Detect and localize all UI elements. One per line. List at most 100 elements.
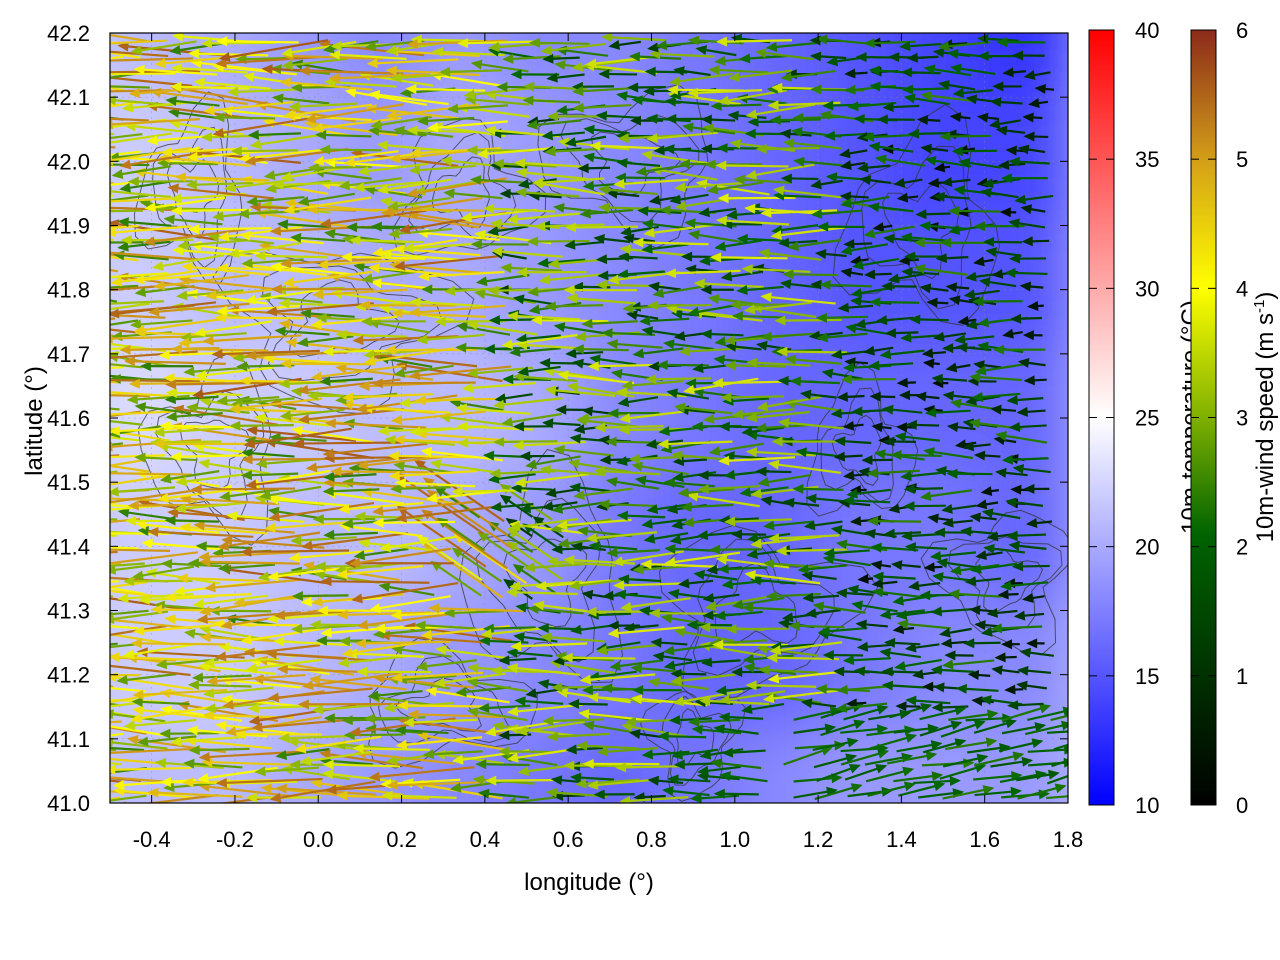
wind-vector [202, 334, 302, 346]
wind-vector [823, 548, 870, 558]
wind-vector [890, 560, 921, 571]
wind-vector [291, 623, 356, 634]
wind-vector [367, 689, 423, 701]
wind-vector [696, 530, 740, 541]
wind-vector [202, 686, 274, 699]
wind-vector [646, 503, 692, 515]
wind-vector [179, 522, 268, 535]
wind-vector [903, 501, 946, 512]
wind-vector [800, 698, 837, 709]
wind-vector [863, 225, 915, 239]
wind-vector [510, 483, 553, 494]
wind-vector [895, 701, 921, 712]
wind-vector [744, 570, 821, 585]
wind-vector [390, 483, 451, 494]
wind-vector [110, 488, 199, 504]
wind-vector [176, 573, 269, 584]
wind-vector [428, 603, 526, 614]
wind-vector [509, 346, 561, 357]
wind-vector [755, 48, 815, 61]
wind-vector [1027, 301, 1044, 312]
wind-vector [632, 347, 684, 359]
wind-vector [110, 150, 141, 157]
wind-vector [131, 696, 190, 707]
wind-vector [406, 39, 507, 50]
wind-vector [614, 589, 662, 600]
wind-vector [530, 315, 609, 326]
wind-vector [867, 516, 921, 527]
wind-vector [217, 563, 275, 573]
wind-vector [297, 192, 355, 207]
wind-vector [351, 581, 459, 604]
wind-vector [802, 592, 840, 603]
wind-vector [846, 488, 891, 499]
wind-vector [671, 748, 719, 760]
wind-vector [933, 191, 970, 202]
wind-vector [376, 178, 452, 195]
wind-vector [629, 115, 664, 126]
wind-vector [110, 251, 199, 261]
wind-vector [230, 145, 299, 156]
wind-vector [110, 317, 116, 320]
wind-vector [930, 665, 975, 676]
wind-vector [1034, 83, 1055, 94]
wind-vector [741, 602, 796, 613]
wind-vector [226, 511, 305, 524]
wind-vector [990, 404, 1017, 415]
wind-vector [407, 709, 507, 720]
wind-vector [595, 643, 659, 656]
wind-vector [901, 267, 940, 278]
wind-vector [967, 670, 991, 680]
wind-vector [291, 591, 349, 602]
wind-vector [619, 795, 689, 803]
wind-vector [763, 520, 814, 531]
wind-vector [563, 555, 635, 566]
wind-vector [879, 349, 925, 360]
wind-vector [110, 391, 171, 398]
wind-vector [643, 223, 717, 238]
wind-vector [617, 269, 665, 280]
wind-vector [319, 749, 424, 770]
wind-vector [110, 425, 194, 436]
wind-vector [110, 328, 149, 335]
wind-vector [815, 249, 847, 260]
wind-vector [718, 690, 786, 705]
wind-vector [1012, 463, 1051, 474]
wind-vector [579, 208, 634, 219]
wind-vector [110, 145, 116, 149]
wind-vector [809, 51, 847, 62]
wind-vector [820, 719, 866, 737]
wind-vector [297, 378, 401, 395]
wind-vector [939, 131, 991, 142]
wind-vector [700, 114, 736, 125]
wind-vector [616, 510, 666, 521]
wind-vector [708, 65, 768, 76]
wind-vector [506, 311, 581, 322]
wind-vector [843, 470, 867, 481]
wind-vector [612, 580, 688, 591]
wind-vector [606, 547, 660, 558]
wind-vector [686, 491, 760, 508]
wind-vector [637, 205, 682, 216]
wind-vector [425, 686, 510, 704]
wind-vector [842, 420, 864, 431]
wind-vector [856, 641, 892, 652]
wind-vector [566, 293, 636, 305]
wind-vector [814, 783, 863, 801]
wind-vector [501, 333, 578, 350]
wind-vector [1016, 406, 1046, 417]
wind-vector [143, 228, 247, 247]
wind-vector [565, 348, 604, 359]
wind-vector [301, 532, 409, 551]
wind-vector [998, 738, 1044, 753]
wind-vector [110, 458, 146, 467]
wind-vector [540, 42, 606, 56]
wind-vector [279, 257, 383, 269]
wind-vector [379, 535, 457, 553]
wind-vector [670, 673, 736, 686]
wind-vector [718, 421, 761, 432]
wind-vector [1025, 720, 1068, 736]
wind-vector [183, 366, 246, 377]
wind-vector [275, 748, 330, 761]
wind-vector [641, 518, 687, 529]
